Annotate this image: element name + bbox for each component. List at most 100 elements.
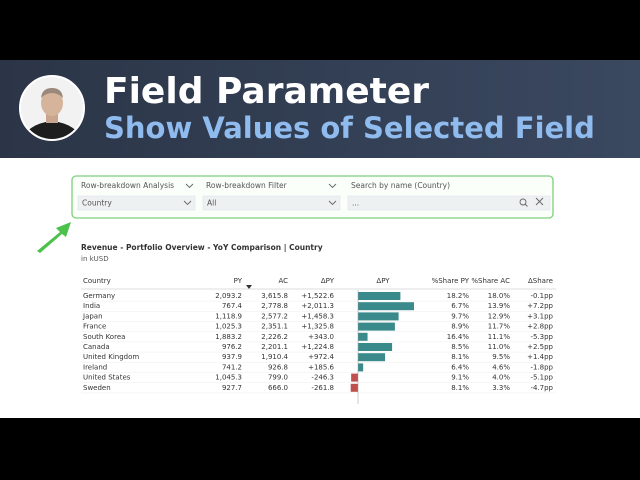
cell: 2,226.2 xyxy=(261,333,288,341)
cell: 1,883.2 xyxy=(215,333,242,341)
cell: +972.4 xyxy=(308,353,334,361)
delta-bar xyxy=(358,322,395,331)
header-band xyxy=(0,60,640,158)
cell: -1.8pp xyxy=(530,363,553,371)
slicer-label: Row-breakdown Analysis xyxy=(81,181,174,190)
cell: 8.1% xyxy=(451,384,469,392)
subtitle: Show Values of Selected Field xyxy=(104,111,595,145)
cell: 11.7% xyxy=(488,323,511,331)
cell: 927.7 xyxy=(222,384,242,392)
cell: 11.0% xyxy=(488,343,511,351)
cell: +185.6 xyxy=(308,363,334,371)
cell: -246.3 xyxy=(311,374,334,382)
cell: 12.9% xyxy=(488,312,511,320)
slicer-value: ... xyxy=(352,199,359,208)
cell: 937.9 xyxy=(222,353,242,361)
cell: +2.5pp xyxy=(527,343,553,351)
slicer-value: All xyxy=(207,199,216,208)
search-icon[interactable] xyxy=(519,198,527,206)
cell: +1,224.8 xyxy=(301,343,334,351)
avatar xyxy=(19,75,85,141)
chevron xyxy=(183,200,192,206)
cell: 2,093.2 xyxy=(215,292,242,300)
delta-bar xyxy=(358,363,364,372)
cell: +1,325.8 xyxy=(301,323,334,331)
slicer-box[interactable] xyxy=(202,195,341,211)
slicer-box[interactable] xyxy=(347,195,551,211)
cell: United States xyxy=(83,374,131,382)
cell: 1,045.3 xyxy=(215,374,242,382)
cell: 11.1% xyxy=(488,333,511,341)
cell: France xyxy=(83,323,106,331)
cell: -5.1pp xyxy=(530,374,553,382)
cell: Japan xyxy=(82,312,103,320)
delta-bar xyxy=(350,383,358,392)
cell: +2,011.3 xyxy=(301,302,334,310)
cell: -4.7pp xyxy=(530,384,553,392)
cell: +7.2pp xyxy=(527,302,553,310)
cell: 767.4 xyxy=(222,302,243,310)
cell: +1,458.3 xyxy=(301,312,334,320)
clear-icon[interactable] xyxy=(535,197,544,206)
table-title: Revenue - Portfolio Overview - YoY Compa… xyxy=(81,243,323,253)
cell: +2.8pp xyxy=(527,323,553,331)
cell: 13.9% xyxy=(488,302,511,310)
cell: 666.0 xyxy=(268,384,288,392)
slicers: Row-breakdown Analysis Country Row-breakdo… xyxy=(77,181,551,211)
cell: United Kingdom xyxy=(83,353,139,361)
cell: South Korea xyxy=(83,333,125,341)
column-header: PY xyxy=(234,277,243,285)
cell: 8.5% xyxy=(451,343,469,351)
cell: -5.3pp xyxy=(530,333,553,341)
cell: 3,615.8 xyxy=(261,292,288,300)
delta-bar xyxy=(351,373,358,382)
title: Field Parameter xyxy=(104,71,429,112)
cell: 3.3% xyxy=(492,384,510,392)
cell: 18.2% xyxy=(447,292,470,300)
cell: 9.7% xyxy=(451,312,469,320)
cell: Canada xyxy=(83,343,110,351)
cell: 799.0 xyxy=(268,374,288,382)
cell: 4.6% xyxy=(492,363,510,371)
table-unit: in kUSD xyxy=(81,255,109,263)
cell: -0.1pp xyxy=(530,292,553,300)
cell: +1,522.6 xyxy=(301,292,334,300)
slicer-value: Country xyxy=(82,199,112,208)
cell: 1,025.3 xyxy=(215,323,242,331)
cell: 16.4% xyxy=(447,333,470,341)
cell: +1.4pp xyxy=(527,353,553,361)
cell: 9.5% xyxy=(492,353,510,361)
delta-bar xyxy=(358,312,399,321)
letterbox-bottom xyxy=(0,418,640,480)
delta-bar xyxy=(358,343,393,351)
arrow xyxy=(37,222,71,253)
letterbox-top xyxy=(0,0,640,60)
cell: India xyxy=(83,302,100,310)
cell: 2,351.1 xyxy=(261,323,288,331)
cell: 9.1% xyxy=(451,374,469,382)
cell: 2,577.2 xyxy=(261,312,288,320)
cell: 1,910.4 xyxy=(261,353,288,361)
delta-bar xyxy=(358,332,368,341)
delta-bar xyxy=(358,302,414,311)
cell: 18.0% xyxy=(488,292,511,300)
cell: 8.9% xyxy=(451,323,469,331)
cell: Germany xyxy=(83,292,115,300)
table: Country PY AC ΔPY ΔPY %Share PY %Share AC ΔShar… xyxy=(81,277,556,404)
chevron xyxy=(328,200,337,206)
cell: Ireland xyxy=(83,363,107,371)
search-icon xyxy=(524,203,528,207)
delta-bar xyxy=(358,353,386,362)
chevron xyxy=(328,183,337,189)
column-header: %Share PY xyxy=(432,277,470,285)
column-header: ΔPY xyxy=(321,277,335,285)
column-header: Country xyxy=(83,277,111,285)
cell: Sweden xyxy=(83,384,111,392)
slicer-box[interactable] xyxy=(77,195,196,211)
cell: 6.7% xyxy=(451,302,469,310)
cell: +3.1pp xyxy=(527,312,553,320)
cell: 2,201.1 xyxy=(261,343,288,351)
cell: 8.1% xyxy=(451,353,469,361)
cell: 741.2 xyxy=(222,363,242,371)
